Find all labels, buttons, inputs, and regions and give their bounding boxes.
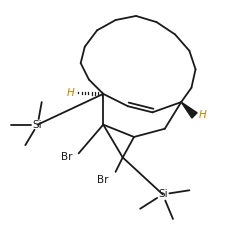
Text: Si: Si <box>33 120 42 130</box>
Text: Br: Br <box>61 152 72 163</box>
Text: H: H <box>199 110 206 120</box>
Text: Si: Si <box>158 189 168 199</box>
Polygon shape <box>181 102 197 118</box>
Text: Br: Br <box>97 175 109 185</box>
Text: H: H <box>67 88 74 98</box>
